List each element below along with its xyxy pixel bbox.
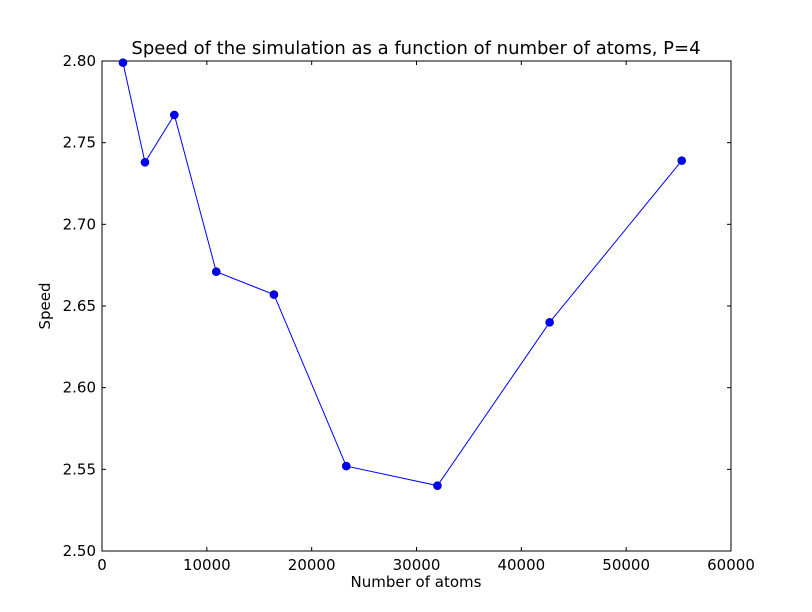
data-point [545, 318, 554, 327]
y-tick-label: 2.80 [63, 52, 96, 70]
chart-title: Speed of the simulation as a function of… [131, 38, 700, 59]
x-tick-label: 50000 [602, 556, 650, 574]
data-point [677, 156, 687, 165]
plot-area [101, 60, 732, 552]
y-tick-label: 2.55 [63, 460, 96, 478]
data-point [433, 481, 442, 490]
y-axis: 2.50 2.55 2.60 2.65 2.70 2.75 2.80 [63, 52, 731, 560]
x-axis: 0 10000 20000 30000 40000 50000 60000 [97, 61, 755, 574]
x-tick-label: 30000 [393, 556, 441, 574]
series-line [122, 62, 683, 487]
plot-frame [101, 60, 732, 552]
data-point [140, 157, 150, 167]
x-tick-label: 40000 [497, 556, 545, 574]
x-tick-label: 60000 [707, 556, 755, 574]
y-tick-label: 2.75 [63, 134, 96, 152]
y-tick-label: 2.70 [63, 215, 96, 233]
x-tick-label: 20000 [288, 556, 336, 574]
x-tick-label: 0 [97, 556, 107, 574]
data-point [118, 58, 128, 67]
y-tick-label: 2.65 [63, 297, 96, 315]
data-point [170, 110, 179, 120]
y-axis-label: Speed [36, 282, 54, 329]
y-tick-label: 2.50 [63, 542, 96, 560]
y-tick-label: 2.60 [63, 379, 96, 397]
data-point [269, 290, 279, 299]
data-point [341, 461, 351, 471]
x-tick-label: 10000 [183, 556, 231, 574]
data-point [211, 267, 221, 277]
x-axis-label: Number of atoms [351, 573, 482, 591]
series-group [118, 58, 687, 490]
